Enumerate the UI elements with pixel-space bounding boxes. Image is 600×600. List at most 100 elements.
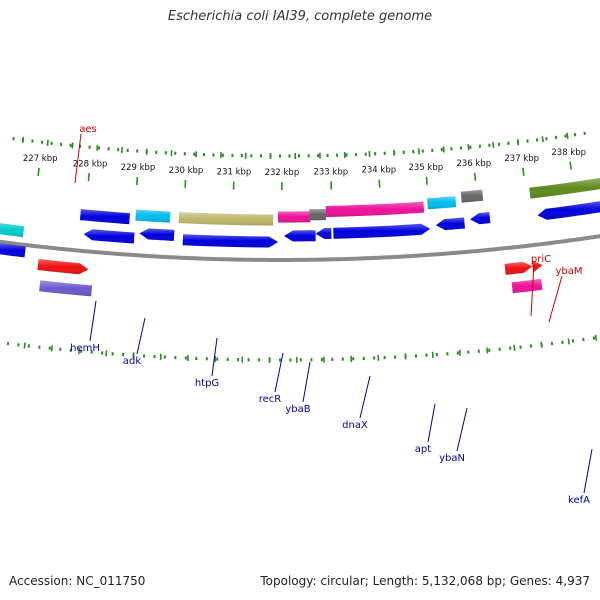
inner-dot (478, 144, 482, 148)
inner-dot (231, 153, 234, 158)
gene-features (0, 177, 600, 297)
kbp-tick-label: 227 kbp (23, 154, 58, 164)
minor-tick (541, 136, 544, 143)
inner-dot (155, 150, 158, 154)
outer-dot (279, 358, 281, 362)
accession-label: Accession: NC_011750 (9, 574, 146, 588)
outer-dot (121, 352, 125, 357)
outer-dot (258, 358, 261, 362)
gene-feature-shading (309, 209, 327, 221)
outer-dot (509, 346, 512, 350)
gene-leader-line (456, 407, 468, 452)
outer-dot (519, 345, 522, 349)
kbp-tick-label: 238 kbp (551, 148, 586, 158)
gene-feature-shading (37, 259, 89, 275)
outer-dot (362, 356, 365, 361)
outer-dot (592, 336, 596, 340)
inner-dot (421, 149, 424, 153)
outer-dot (90, 350, 93, 354)
outer-dot (550, 341, 554, 346)
outer-dot (331, 357, 334, 362)
gene-feature-shading (504, 261, 533, 275)
outer-dot (27, 344, 31, 348)
map-title: Escherichia coli IAI39, complete genome (167, 9, 433, 24)
minor-tick (540, 341, 543, 348)
minor-tick (492, 141, 495, 148)
gene-leader-line (74, 133, 82, 184)
inner-dot (164, 151, 167, 155)
gene-label-ybaB: ybaB (285, 404, 310, 415)
inner-dot (564, 134, 567, 138)
gene-feature-shading (278, 211, 311, 223)
gene-feature-shading (284, 230, 316, 242)
gene-feature-shading (315, 227, 332, 239)
inner-dot (364, 152, 367, 156)
gene-label-aes: aes (79, 124, 97, 135)
outer-dot (456, 351, 460, 355)
gene-leader-line (583, 448, 593, 494)
minor-tick (46, 139, 49, 146)
outer-dot (425, 353, 428, 357)
inner-dot (355, 152, 358, 157)
gene-feature-shading (79, 209, 130, 225)
kbp-tick-label: 229 kbp (121, 163, 156, 173)
gene-feature-shading (135, 209, 171, 223)
gene-leader-line (211, 337, 218, 377)
inner-dot (50, 141, 53, 146)
inner-dot (545, 136, 548, 141)
inner-dot (126, 148, 129, 153)
inner-dot (535, 138, 539, 142)
inner-dot (383, 151, 386, 155)
gene-label-ybaN: ybaN (439, 453, 465, 464)
gene-feature-shading (460, 189, 484, 203)
inner-dot (183, 152, 186, 156)
outer-dot (216, 357, 219, 361)
gene-feature-shading (537, 201, 600, 220)
kbp-tick-label: 233 kbp (313, 167, 348, 177)
outer-dot (352, 357, 355, 361)
kbp-tick-mark (569, 161, 573, 170)
gene-feature-shading (511, 278, 543, 294)
kbp-tick-label: 231 kbp (217, 168, 252, 178)
inner-dot (488, 143, 491, 147)
inner-dot (12, 136, 15, 141)
outer-dot (310, 358, 313, 362)
inner-dot (31, 139, 34, 143)
inner-dot (440, 147, 443, 152)
inner-dot (326, 153, 329, 158)
outer-dot (100, 351, 104, 355)
inner-dot (336, 153, 339, 157)
gene-feature-shading (39, 280, 93, 297)
inner-dot (202, 152, 205, 157)
gene-feature-shading (139, 228, 175, 241)
minor-tick (567, 338, 570, 345)
inner-dot (573, 132, 577, 137)
inner-dot (193, 152, 196, 156)
gene-label-adk: adk (123, 356, 141, 367)
outer-dot (435, 352, 439, 357)
gene-leader-line (530, 263, 535, 317)
inner-dot (431, 148, 434, 153)
genome-backbone (0, 234, 600, 262)
minor-tick (594, 334, 598, 341)
gene-feature-shading (0, 243, 26, 258)
outer-dot (226, 357, 229, 362)
gene-feature-shading (325, 201, 425, 217)
outer-dot (383, 355, 386, 360)
feature-track-dots (6, 131, 598, 363)
gene-feature-shading (529, 177, 600, 199)
outer-dot (6, 341, 10, 346)
inner-dot (526, 139, 529, 143)
minor-tick (566, 132, 569, 139)
kbp-ticks: 227 kbp 228 kbp 229 kbp 230 kbp 231 kbp 232 k… (23, 148, 586, 190)
outer-dot (163, 355, 166, 359)
outer-dot (184, 356, 187, 360)
inner-dot (279, 154, 281, 158)
kbp-tick-label: 237 kbp (504, 154, 539, 164)
inner-dot (240, 153, 243, 158)
outer-dot (17, 343, 20, 347)
gene-label-hemH: hemH (70, 343, 100, 354)
minor-tick (21, 136, 25, 143)
outer-dot (289, 358, 292, 362)
